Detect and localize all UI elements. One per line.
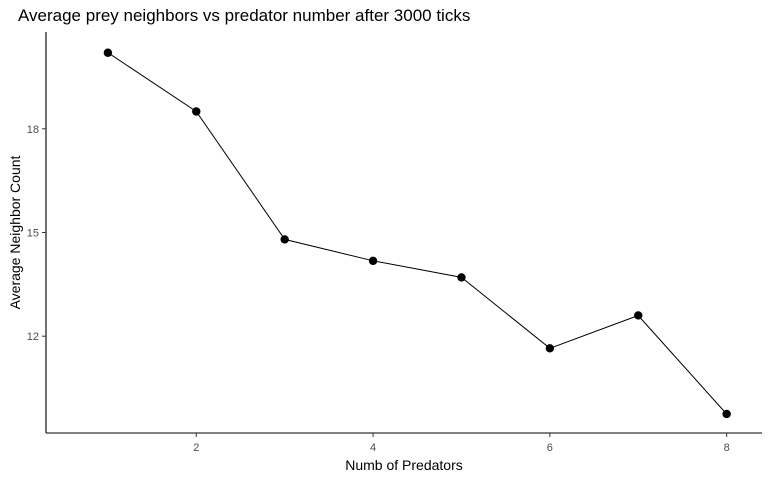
data-point [634, 311, 643, 320]
y-tick-label: 15 [27, 228, 39, 240]
series-line [107, 52, 727, 415]
series [103, 48, 731, 419]
data-point [368, 256, 378, 266]
x-tick-label: 2 [193, 442, 199, 454]
data-point [545, 344, 555, 353]
x-tick-label: 8 [724, 442, 730, 454]
data-point [192, 107, 201, 116]
y-tick-label: 18 [27, 124, 39, 136]
chart-title: Average prey neighbors vs predator numbe… [18, 6, 471, 25]
tick-marks: 2 4 6 8 12 15 18 [27, 124, 730, 454]
data-point [722, 409, 731, 419]
data-point [103, 48, 113, 57]
x-tick-label: 4 [370, 442, 376, 454]
y-axis-title: Average Neighbor Count [7, 155, 23, 309]
x-tick-label: 6 [547, 442, 553, 454]
data-point [457, 273, 466, 282]
data-point [280, 235, 289, 244]
axes [45, 32, 762, 434]
x-axis-title: Numb of Predators [345, 457, 463, 473]
y-tick-label: 12 [27, 331, 39, 343]
